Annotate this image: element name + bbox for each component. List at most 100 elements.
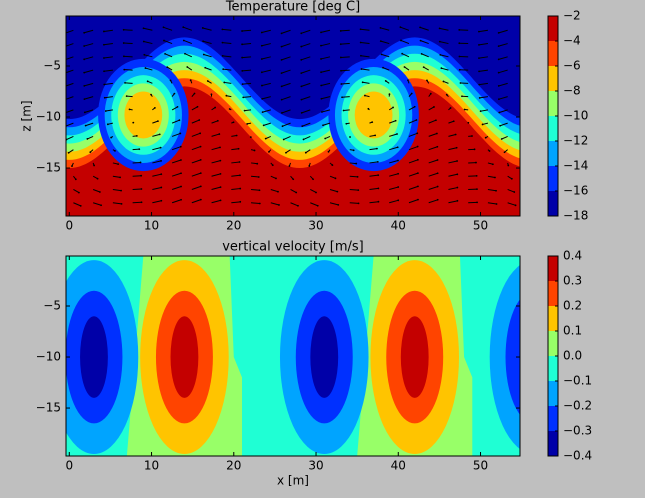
quiver-head	[452, 120, 455, 123]
quiver-head	[394, 119, 397, 122]
contour-band	[400, 316, 429, 398]
quiver-arrow	[404, 66, 410, 71]
y-axis-label: z [m]	[20, 100, 34, 131]
quiver-arrow	[448, 200, 458, 204]
quiver-arrow	[290, 189, 297, 193]
quiver-head	[320, 84, 323, 87]
quiver-arrow	[408, 199, 419, 204]
quiver-arrow	[231, 201, 241, 204]
quiver-head	[495, 203, 498, 205]
quiver-head	[320, 31, 322, 34]
quiver-head	[159, 146, 162, 149]
quiver-head	[122, 42, 125, 44]
quiver-head	[507, 164, 510, 167]
quiver-head	[219, 186, 222, 189]
colorbar-tick-label: −18	[563, 209, 588, 223]
colorbar-tick-label: −6	[563, 59, 581, 73]
quiver-arrow	[281, 43, 291, 48]
quiver-arrow	[501, 135, 508, 140]
quiver-head	[182, 26, 185, 29]
quiver-arrow	[360, 42, 370, 45]
quiver-arrow	[487, 175, 496, 178]
quiver-arrow	[184, 53, 193, 58]
colorbar-band	[548, 191, 558, 216]
quiver-arrow	[251, 175, 259, 178]
quiver-head	[377, 200, 380, 203]
quiver-head	[103, 96, 106, 99]
quiver-arrow	[498, 96, 508, 100]
quiver-head	[436, 145, 439, 148]
quiver-head	[77, 191, 80, 194]
quiver-head	[202, 40, 205, 43]
quiver-head	[143, 53, 146, 56]
quiver-head	[445, 93, 448, 96]
quiver-arrow	[408, 119, 417, 124]
quiver-head	[239, 187, 242, 190]
quiver-head	[253, 149, 256, 152]
quiver-head	[514, 204, 517, 207]
quiver-head	[199, 132, 202, 135]
quiver-head	[374, 134, 377, 137]
quiver-head	[376, 160, 379, 163]
quiver-head	[476, 201, 478, 204]
quiver-head	[206, 80, 209, 82]
quiver-head	[435, 119, 437, 122]
quiver-head	[300, 45, 303, 48]
quiver-head	[83, 31, 86, 34]
quiver-head	[300, 111, 303, 114]
quiver-head	[117, 163, 120, 166]
quiver-arrow	[211, 160, 221, 164]
quiver-arrow	[261, 82, 271, 87]
quiver-head	[458, 68, 461, 71]
quiver-arrow	[428, 186, 438, 190]
quiver-head	[135, 135, 138, 137]
quiver-arrow	[144, 54, 153, 58]
quiver-head	[484, 136, 487, 139]
quiver-head	[179, 145, 182, 148]
quiver-head	[222, 68, 225, 71]
quiver-arrow	[381, 53, 390, 58]
quiver-head	[337, 203, 340, 206]
quiver-arrow	[92, 202, 102, 206]
quiver-arrow	[281, 56, 291, 61]
quiver-arrow	[202, 40, 212, 45]
quiver-arrow	[322, 122, 331, 126]
quiver-head	[320, 58, 322, 60]
quiver-head	[320, 97, 323, 100]
quiver-head	[361, 81, 364, 84]
quiver-arrow	[389, 160, 399, 164]
quiver-head	[401, 52, 404, 55]
quiver-arrow	[211, 120, 218, 124]
quiver-arrow	[478, 69, 488, 72]
quiver-arrow	[362, 81, 370, 84]
quiver-arrow	[389, 133, 398, 137]
quiver-head	[204, 66, 207, 69]
quiver-head	[264, 137, 267, 140]
quiver-head	[261, 111, 264, 114]
quiver-head	[242, 96, 245, 99]
quiver-head	[173, 92, 176, 95]
quiver-head	[258, 202, 261, 205]
quiver-arrow	[408, 106, 415, 111]
quiver-head	[282, 138, 285, 141]
quiver-arrow	[243, 96, 252, 98]
quiver-arrow	[222, 42, 232, 45]
quiver-arrow	[285, 149, 291, 154]
quiver-head	[308, 165, 311, 167]
quiver-head	[241, 83, 244, 86]
quiver-head	[478, 43, 480, 46]
quiver-head	[184, 52, 186, 55]
quiver-arrow	[349, 202, 359, 204]
quiver-head	[189, 79, 192, 82]
quiver-head	[280, 32, 283, 35]
quiver-arrow	[448, 120, 454, 124]
quiver-arrow	[152, 160, 162, 164]
quiver-head	[124, 81, 126, 84]
quiver-head	[397, 172, 400, 175]
quiver-arrow	[340, 56, 350, 58]
quiver-arrow	[152, 200, 162, 204]
quiver-arrow	[281, 109, 291, 114]
quiver-head	[458, 42, 461, 45]
quiver-arrow	[439, 27, 449, 31]
